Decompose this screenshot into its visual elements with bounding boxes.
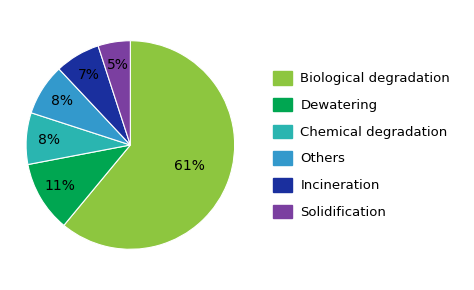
Wedge shape (26, 113, 130, 164)
Wedge shape (59, 46, 130, 145)
Wedge shape (31, 69, 130, 145)
Text: 8%: 8% (38, 133, 60, 147)
Wedge shape (28, 145, 130, 225)
Wedge shape (98, 41, 130, 145)
Wedge shape (64, 41, 235, 249)
Text: 11%: 11% (45, 180, 76, 193)
Text: 5%: 5% (107, 58, 128, 72)
Text: 7%: 7% (78, 68, 100, 82)
Legend: Biological degradation, Dewatering, Chemical degradation, Others, Incineration, : Biological degradation, Dewatering, Chem… (267, 66, 456, 224)
Text: 8%: 8% (51, 95, 73, 108)
Text: 61%: 61% (174, 159, 205, 173)
